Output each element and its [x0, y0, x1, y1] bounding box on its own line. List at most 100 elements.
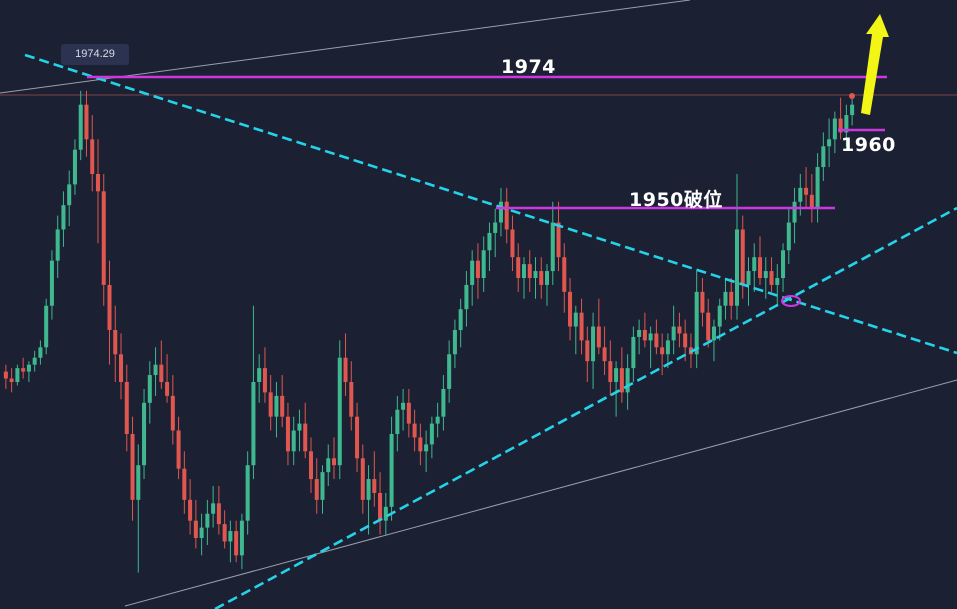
candle-body[interactable] — [573, 312, 578, 327]
candle-body[interactable] — [700, 291, 705, 313]
candle-body[interactable] — [475, 260, 480, 278]
candle-body[interactable] — [769, 271, 774, 285]
candle-body[interactable] — [412, 423, 417, 438]
candle-body[interactable] — [124, 382, 129, 434]
candle-body[interactable] — [614, 368, 619, 382]
candle-body[interactable] — [251, 382, 256, 466]
candle-body[interactable] — [568, 291, 573, 327]
candle-body[interactable] — [602, 347, 607, 362]
candle-body[interactable] — [435, 416, 440, 424]
candle-body[interactable] — [527, 264, 532, 278]
candle-body[interactable] — [343, 357, 348, 382]
candle-body[interactable] — [608, 361, 613, 382]
candle-body[interactable] — [539, 271, 544, 285]
candle-body[interactable] — [78, 104, 83, 150]
candle-body[interactable] — [642, 330, 647, 341]
candle-body[interactable] — [216, 503, 221, 525]
candle-body[interactable] — [95, 174, 101, 192]
candle-body[interactable] — [521, 264, 527, 278]
candle-body[interactable] — [130, 434, 135, 500]
candle-body[interactable] — [792, 201, 797, 223]
candle-body[interactable] — [337, 357, 342, 466]
candle-body[interactable] — [234, 531, 239, 556]
candle-body[interactable] — [136, 465, 141, 500]
candle-body[interactable] — [355, 416, 360, 459]
candle-body[interactable] — [349, 382, 354, 417]
candle-body[interactable] — [533, 271, 538, 278]
candle-body[interactable] — [815, 167, 820, 209]
candle-body[interactable] — [38, 347, 43, 358]
candle-body[interactable] — [401, 402, 406, 410]
candle-body[interactable] — [498, 201, 503, 223]
candle-body[interactable] — [314, 479, 319, 500]
candle-body[interactable] — [487, 232, 492, 251]
candle-body[interactable] — [165, 382, 170, 396]
candle-body[interactable] — [625, 368, 630, 393]
candle-body[interactable] — [677, 326, 682, 334]
candle-body[interactable] — [72, 149, 77, 185]
candle-body[interactable] — [32, 357, 37, 365]
candle-body[interactable] — [464, 284, 469, 310]
candle-body[interactable] — [113, 330, 118, 355]
candle-body[interactable] — [775, 278, 780, 285]
candle-body[interactable] — [193, 520, 198, 538]
candle-body[interactable] — [734, 229, 740, 306]
candle-body[interactable] — [262, 368, 267, 393]
candle-body[interactable] — [372, 479, 377, 493]
candle-body[interactable] — [211, 503, 216, 514]
candle-body[interactable] — [637, 330, 642, 337]
candle-body[interactable] — [331, 458, 337, 466]
candle-body[interactable] — [579, 312, 584, 341]
candle-body[interactable] — [809, 194, 814, 209]
candle-body[interactable] — [746, 271, 751, 285]
candle-body[interactable] — [711, 326, 716, 341]
candle-body[interactable] — [61, 205, 66, 230]
candle-body[interactable] — [107, 284, 112, 330]
candle-body[interactable] — [297, 423, 302, 431]
candle-body[interactable] — [832, 118, 837, 140]
candle-body[interactable] — [228, 531, 233, 542]
candle-body[interactable] — [544, 271, 550, 285]
candle-body[interactable] — [147, 375, 152, 403]
candle-body[interactable] — [648, 333, 653, 341]
candle-body[interactable] — [153, 364, 158, 376]
candle-body[interactable] — [516, 257, 521, 278]
candle-body[interactable] — [447, 354, 452, 389]
candle-body[interactable] — [245, 465, 250, 521]
candle-body[interactable] — [67, 184, 72, 206]
candle-body[interactable] — [383, 506, 388, 521]
candle-body[interactable] — [268, 392, 273, 417]
candle-body[interactable] — [441, 388, 446, 417]
candle-body[interactable] — [326, 458, 331, 473]
descending-trendline[interactable] — [24, 53, 957, 355]
candle-body[interactable] — [510, 229, 515, 258]
candle-body[interactable] — [654, 333, 659, 348]
candle-body[interactable] — [717, 305, 722, 327]
candle-body[interactable] — [665, 340, 670, 355]
candle-body[interactable] — [44, 305, 49, 348]
candle-body[interactable] — [378, 492, 383, 521]
candle-body[interactable] — [844, 115, 849, 133]
candle-body[interactable] — [723, 291, 728, 306]
candle-body[interactable] — [493, 222, 498, 233]
candle-body[interactable] — [142, 402, 147, 466]
candle-body[interactable] — [15, 368, 20, 382]
candle-body[interactable] — [395, 409, 400, 434]
candle-body[interactable] — [239, 520, 244, 556]
candle-body[interactable] — [360, 458, 365, 500]
candle-body[interactable] — [222, 524, 227, 542]
candle-body[interactable] — [798, 187, 803, 202]
lower-channel-line[interactable] — [124, 379, 957, 607]
candle-body[interactable] — [188, 499, 193, 521]
candle-body[interactable] — [596, 326, 601, 348]
candle-body[interactable] — [821, 146, 826, 168]
candle-body[interactable] — [205, 513, 210, 528]
candle-body[interactable] — [458, 309, 463, 330]
candle-body[interactable] — [308, 451, 314, 480]
candle-body[interactable] — [550, 222, 555, 272]
candle-body[interactable] — [320, 472, 325, 500]
candle-body[interactable] — [9, 378, 14, 382]
candle-body[interactable] — [585, 340, 590, 362]
candle-body[interactable] — [729, 291, 734, 306]
candle-body[interactable] — [366, 479, 371, 500]
